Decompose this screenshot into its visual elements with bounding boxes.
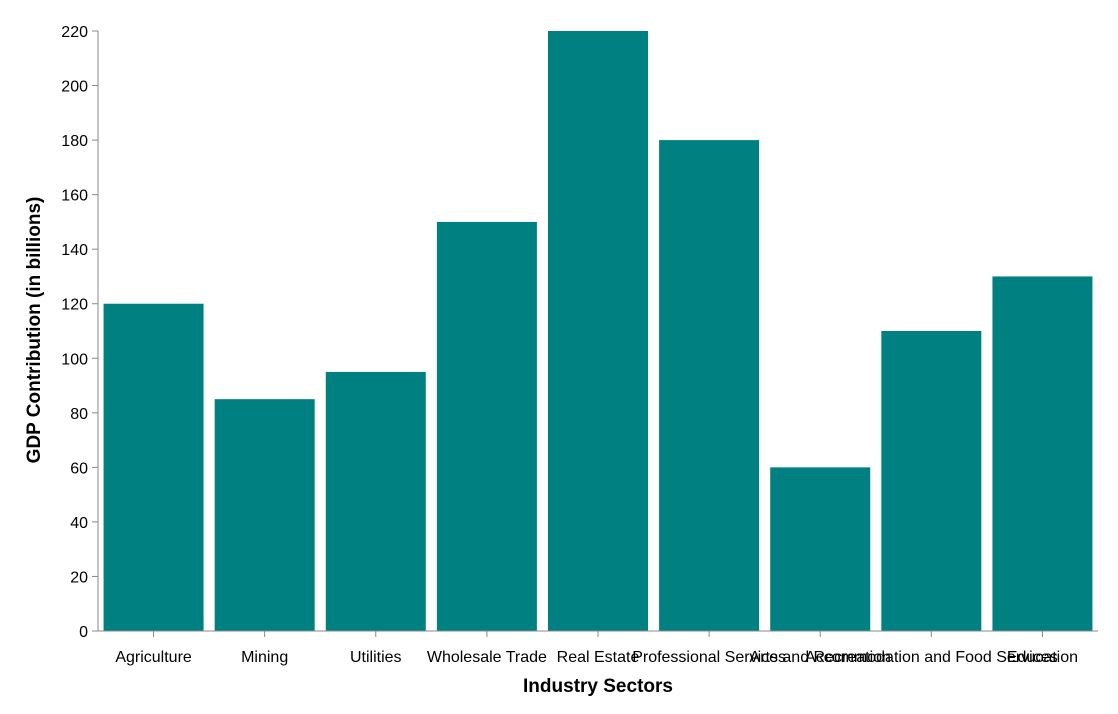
x-tick-label: Utilities bbox=[350, 649, 402, 666]
x-tick-label: Accommodation and Food Services bbox=[805, 649, 1058, 666]
y-tick-label: 40 bbox=[70, 515, 88, 532]
x-tick-label: Arts and Recreation bbox=[750, 649, 891, 666]
x-axis: Agriculture Mining Utilities Wholesale Trad… bbox=[98, 630, 1098, 666]
bar-wholesale-trade bbox=[436, 221, 537, 631]
x-tick-label: Education bbox=[1007, 649, 1078, 666]
bar-real-estate bbox=[548, 31, 648, 631]
y-axis: 0 20 40 60 80 100 120 140 160 180 200 220 bbox=[61, 24, 99, 641]
y-tick-label: 220 bbox=[61, 24, 88, 41]
bar-agriculture bbox=[103, 303, 204, 631]
y-axis-title: GDP Contribution (in billions) bbox=[24, 197, 45, 464]
y-tick-label: 80 bbox=[70, 406, 88, 423]
bars-group bbox=[103, 31, 1093, 631]
y-tick-label: 100 bbox=[61, 351, 88, 368]
bar-mining bbox=[214, 399, 315, 631]
bar-professional-services bbox=[659, 140, 760, 631]
x-tick-label: Mining bbox=[241, 649, 288, 666]
x-tick-label: Real Estate bbox=[557, 649, 640, 666]
y-tick-label: 160 bbox=[61, 188, 88, 205]
y-tick-label: 120 bbox=[61, 297, 88, 314]
x-tick-label: Professional Services bbox=[632, 649, 786, 666]
y-tick-label: 0 bbox=[79, 624, 88, 641]
x-tick-label: Wholesale Trade bbox=[427, 649, 547, 666]
y-tick-label: 20 bbox=[70, 569, 88, 586]
y-tick-label: 140 bbox=[61, 242, 88, 259]
y-tick-label: 200 bbox=[61, 79, 88, 96]
bar-utilities bbox=[325, 371, 426, 631]
y-tick-label: 180 bbox=[61, 133, 88, 150]
x-tick-label: Agriculture bbox=[115, 649, 192, 666]
y-tick-label: 60 bbox=[70, 460, 88, 477]
x-axis-title: Industry Sectors bbox=[523, 676, 673, 697]
bar-education bbox=[992, 276, 1093, 631]
bar-arts-and-recreation bbox=[770, 467, 871, 631]
bar-accommodation-and-food-services bbox=[881, 331, 982, 631]
